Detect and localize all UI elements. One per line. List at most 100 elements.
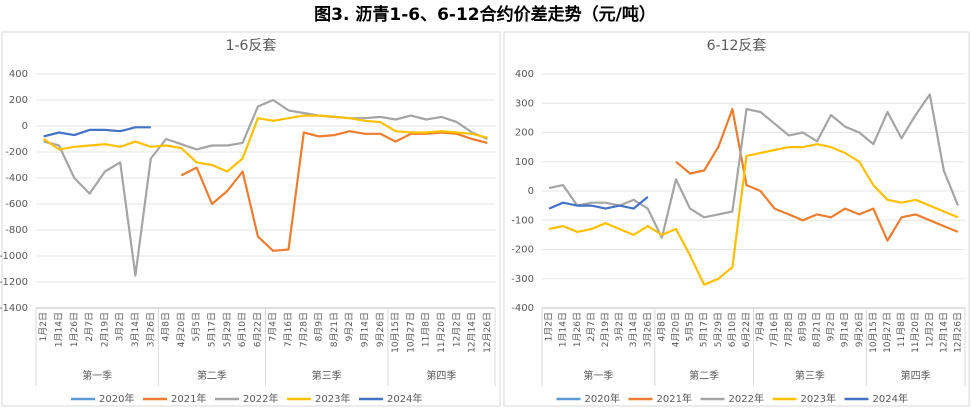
x-tick-label: 8月9日 <box>797 312 808 341</box>
x-tick-label: 5月29日 <box>713 312 724 347</box>
x-tick-label: 1月2日 <box>544 312 555 341</box>
x-tick-label: 6月10日 <box>237 312 248 347</box>
legend-label: 2023年 <box>315 392 350 405</box>
y-tick-label: 300 <box>515 98 534 109</box>
x-tick-label: 3月26日 <box>145 312 156 347</box>
y-tick-label: -1200 <box>0 277 28 288</box>
chart-title: 6-12反套 <box>707 38 767 54</box>
x-tick-label: 2月7日 <box>84 312 95 341</box>
x-tick-label: 1月26日 <box>572 312 583 347</box>
chart: 1-6反套 -1400 -1200 -1000 -800 -600 -400 -200 0 200… <box>0 31 501 407</box>
x-tick-label: 11月20日 <box>436 312 447 353</box>
chart-frame <box>503 31 970 407</box>
group-label: 第四季 <box>426 369 456 382</box>
group-label: 第四季 <box>901 369 931 382</box>
x-tick-label: 12月14日 <box>467 312 478 353</box>
x-tick-label: 11月8日 <box>896 312 907 347</box>
x-tick-label: 10月15日 <box>868 312 879 353</box>
group-label: 第一季 <box>82 369 112 382</box>
chart-frame <box>1 31 501 407</box>
x-tick-label: 5月17日 <box>206 312 217 347</box>
x-tick-label: 7月28日 <box>783 312 794 347</box>
x-tick-label: 4月20日 <box>670 312 681 347</box>
x-tick-label: 11月8日 <box>421 312 432 347</box>
x-tick-label: 8月21日 <box>811 312 822 347</box>
x-tick-label: 7月4日 <box>755 312 766 341</box>
x-tick-label: 10月27日 <box>405 312 416 353</box>
x-tick-label: 4月8日 <box>161 312 172 341</box>
x-tick-label: 1月14日 <box>53 312 64 347</box>
y-tick-label: -400 <box>511 303 534 314</box>
x-tick-label: 9月2日 <box>344 312 355 341</box>
x-tick-label: 3月26日 <box>642 312 653 347</box>
y-tick-label: -300 <box>511 274 534 285</box>
y-tick-label: 100 <box>515 157 534 168</box>
x-tick-label: 12月2日 <box>924 312 935 347</box>
x-tick-label: 4月8日 <box>656 312 667 341</box>
y-tick-label: 0 <box>528 186 534 197</box>
x-tick-label: 7月28日 <box>298 312 309 347</box>
series-line <box>675 108 959 242</box>
x-tick-label: 5月5日 <box>191 312 202 341</box>
series-line <box>548 196 649 210</box>
series-line <box>548 143 959 286</box>
x-tick-label: 9月26日 <box>854 312 865 347</box>
y-tick-label: -100 <box>511 215 534 226</box>
y-tick-label: -200 <box>5 147 28 158</box>
y-tick-label: -1000 <box>0 251 28 262</box>
x-tick-label: 12月26日 <box>482 312 493 353</box>
y-tick-label: -400 <box>5 173 28 184</box>
x-tick-label: 4月20日 <box>176 312 187 347</box>
series-line <box>548 93 960 239</box>
x-tick-label: 1月14日 <box>558 312 569 347</box>
x-tick-label: 2月19日 <box>99 312 110 347</box>
x-tick-label: 7月16日 <box>283 312 294 347</box>
x-tick-label: 3月14日 <box>130 312 141 347</box>
x-tick-label: 11月20日 <box>910 312 921 353</box>
y-tick-label: -1400 <box>0 303 28 314</box>
x-tick-label: 9月26日 <box>375 312 386 347</box>
y-tick-label: 400 <box>9 69 28 80</box>
legend-label: 2020年 <box>585 392 620 405</box>
y-tick-label: 400 <box>515 69 534 80</box>
x-tick-label: 8月9日 <box>314 312 325 341</box>
legend-label: 2024年 <box>387 392 422 405</box>
series-line <box>43 98 488 277</box>
group-label: 第一季 <box>583 369 613 382</box>
series-line <box>42 114 488 173</box>
series-line <box>180 130 488 252</box>
x-tick-label: 2月19日 <box>600 312 611 347</box>
x-tick-label: 7月4日 <box>268 312 279 341</box>
x-tick-label: 3月14日 <box>628 312 639 347</box>
x-tick-label: 6月22日 <box>741 312 752 347</box>
group-label: 第二季 <box>197 369 227 382</box>
y-tick-label: 200 <box>9 95 28 106</box>
page-title: 图3. 沥青1-6、6-12合约价差走势（元/吨） <box>314 4 656 25</box>
group-label: 第二季 <box>689 369 719 382</box>
x-tick-label: 9月14日 <box>840 312 851 347</box>
legend-label: 2022年 <box>243 392 278 405</box>
x-tick-label: 2月7日 <box>586 312 597 341</box>
y-tick-label: 0 <box>22 121 28 132</box>
chart-title: 1-6反套 <box>226 38 277 54</box>
x-tick-label: 5月5日 <box>685 312 696 341</box>
x-tick-label: 6月22日 <box>252 312 263 347</box>
x-tick-label: 1月2日 <box>38 312 49 341</box>
legend-label: 2021年 <box>657 392 692 405</box>
x-tick-label: 7月16日 <box>769 312 780 347</box>
y-tick-label: 200 <box>515 128 534 139</box>
y-tick-label: -800 <box>5 225 28 236</box>
y-tick-label: -200 <box>511 245 534 256</box>
x-tick-label: 5月29日 <box>222 312 233 347</box>
x-tick-label: 9月14日 <box>359 312 370 347</box>
series-line <box>43 126 151 138</box>
x-tick-label: 3月2日 <box>115 312 126 341</box>
y-tick-label: -600 <box>5 199 28 210</box>
x-tick-label: 9月2日 <box>826 312 837 341</box>
legend-label: 2024年 <box>873 392 908 405</box>
legend-label: 2022年 <box>729 392 764 405</box>
legend-label: 2021年 <box>171 392 206 405</box>
x-tick-label: 8月21日 <box>329 312 340 347</box>
x-tick-label: 10月15日 <box>390 312 401 353</box>
